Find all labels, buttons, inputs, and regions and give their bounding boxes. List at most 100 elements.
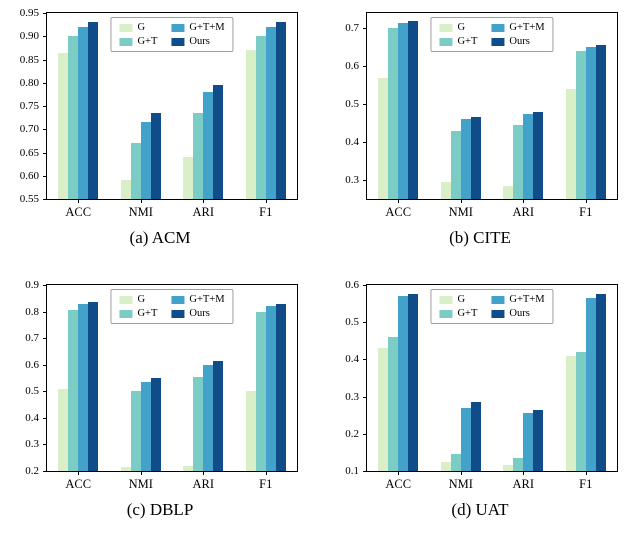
y-tick-label: 0.6 bbox=[25, 358, 39, 371]
x-tick-mark bbox=[398, 199, 400, 203]
legend-item-g+t: G+T bbox=[439, 307, 477, 320]
legend-swatch-icon bbox=[171, 23, 185, 32]
x-tick-label: NMI bbox=[448, 477, 473, 491]
legend-label: Ours bbox=[509, 308, 530, 319]
y-tick-mark bbox=[43, 417, 47, 419]
x-tick-mark bbox=[523, 471, 525, 475]
legend-item-g: G bbox=[439, 21, 477, 34]
legend-item-g+t+m: G+T+M bbox=[171, 293, 225, 306]
legend-swatch-icon bbox=[171, 37, 185, 46]
bar-g+t+m-nmi bbox=[140, 382, 151, 471]
bar-ours-f1 bbox=[275, 303, 286, 471]
bar-g+t+m-acc bbox=[78, 303, 89, 471]
legend: G G+T G+T+M Ours bbox=[430, 17, 554, 52]
bar-g+t+m-f1 bbox=[265, 26, 276, 199]
legend-label: G+T bbox=[137, 308, 158, 319]
x-tick-label: F1 bbox=[579, 205, 593, 219]
bar-g+t-f1 bbox=[575, 50, 586, 199]
bar-g+t-acc bbox=[68, 36, 79, 199]
y-tick-mark bbox=[43, 338, 47, 340]
bar-ours-acc bbox=[88, 302, 99, 471]
y-tick-mark bbox=[43, 59, 47, 61]
legend-swatch-icon bbox=[491, 37, 505, 46]
legend-swatch-icon bbox=[439, 295, 453, 304]
y-tick-mark bbox=[363, 471, 367, 472]
legend-swatch-icon bbox=[171, 295, 185, 304]
bar-ours-ari bbox=[533, 111, 544, 199]
x-tick-mark bbox=[460, 471, 462, 475]
bar-g+t+m-nmi bbox=[460, 119, 471, 199]
y-tick-mark bbox=[363, 28, 367, 30]
y-tick-label: 0.90 bbox=[19, 30, 39, 43]
legend-label: Ours bbox=[509, 36, 530, 47]
legend-label: G+T+M bbox=[509, 22, 545, 33]
bar-g+t-nmi bbox=[450, 130, 461, 199]
x-tick-label: F1 bbox=[259, 205, 273, 219]
bar-g+t-nmi bbox=[130, 143, 141, 199]
x-tick-label: NMI bbox=[128, 477, 153, 491]
legend-label: G+T bbox=[137, 36, 158, 47]
y-tick-mark bbox=[43, 471, 47, 472]
x-tick-label: ACC bbox=[385, 205, 412, 219]
legend-item-g+t: G+T bbox=[439, 35, 477, 48]
bar-g-acc bbox=[58, 388, 69, 471]
x-tick-mark bbox=[140, 199, 142, 203]
bar-ours-f1 bbox=[275, 22, 286, 199]
legend-label: Ours bbox=[189, 36, 210, 47]
y-tick-label: 0.4 bbox=[345, 136, 359, 149]
legend-swatch-icon bbox=[491, 23, 505, 32]
caption-cite: (b) CITE bbox=[449, 228, 511, 247]
chart-uat: 0.1 0.2 0.3 0.4 0.5 0.6 ACC NMI ARI F1 G G+T G+T+M Ou… bbox=[345, 279, 618, 491]
x-tick-label: ACC bbox=[385, 477, 412, 491]
chart-dblp: 0.2 0.3 0.4 0.5 0.6 0.7 0.8 0.9 ACC NMI ARI F1 G G+T G… bbox=[25, 279, 298, 491]
y-tick-mark bbox=[43, 175, 47, 177]
bar-ours-ari bbox=[213, 360, 224, 471]
legend-item-g+t: G+T bbox=[119, 307, 157, 320]
x-tick-label: ARI bbox=[192, 205, 215, 219]
bar-g-f1 bbox=[245, 50, 256, 199]
x-tick-label: NMI bbox=[448, 205, 473, 219]
x-tick-label: F1 bbox=[259, 477, 273, 491]
y-tick-label: 0.4 bbox=[25, 411, 39, 424]
bar-g+t+m-ari bbox=[523, 413, 534, 471]
x-tick-mark bbox=[140, 471, 142, 475]
legend-item-g+t+m: G+T+M bbox=[171, 21, 225, 34]
y-tick-mark bbox=[43, 444, 47, 446]
x-tick-mark bbox=[265, 199, 267, 203]
y-tick-label: 0.5 bbox=[25, 385, 39, 398]
y-tick-label: 0.1 bbox=[345, 465, 359, 477]
bar-ours-nmi bbox=[470, 402, 481, 471]
y-tick-mark bbox=[43, 152, 47, 154]
x-tick-mark bbox=[265, 471, 267, 475]
legend-swatch-icon bbox=[439, 309, 453, 318]
legend-label: G+T bbox=[457, 36, 478, 47]
bar-g+t-ari bbox=[193, 376, 204, 471]
bar-g+t-ari bbox=[193, 112, 204, 199]
y-tick-label: 0.3 bbox=[345, 390, 359, 403]
x-tick-mark bbox=[585, 471, 587, 475]
bar-ours-acc bbox=[88, 22, 99, 199]
x-tick-mark bbox=[585, 199, 587, 203]
bar-g-nmi bbox=[120, 180, 131, 199]
bar-g-acc bbox=[378, 77, 389, 199]
legend-item-ours: Ours bbox=[171, 307, 224, 320]
bar-g+t+m-nmi bbox=[460, 407, 471, 471]
legend-item-g+t+m: G+T+M bbox=[491, 293, 545, 306]
y-tick-label: 0.3 bbox=[345, 174, 359, 187]
y-tick-label: 0.95 bbox=[19, 7, 39, 19]
y-tick-mark bbox=[43, 106, 47, 107]
y-tick-mark bbox=[43, 199, 47, 200]
y-tick-mark bbox=[43, 82, 47, 84]
y-tick-mark bbox=[363, 433, 367, 435]
legend-label: G+T+M bbox=[509, 294, 545, 305]
y-tick-label: 0.60 bbox=[19, 169, 39, 182]
bar-g-ari bbox=[183, 157, 194, 199]
x-tick-label: ACC bbox=[65, 477, 92, 491]
y-tick-label: 0.55 bbox=[19, 193, 39, 205]
y-tick-mark bbox=[43, 13, 47, 14]
bar-g-acc bbox=[58, 52, 69, 199]
legend-item-ours: Ours bbox=[491, 307, 544, 320]
bar-ours-acc bbox=[408, 20, 419, 199]
bar-ours-f1 bbox=[595, 45, 606, 199]
bar-ours-nmi bbox=[470, 117, 481, 199]
